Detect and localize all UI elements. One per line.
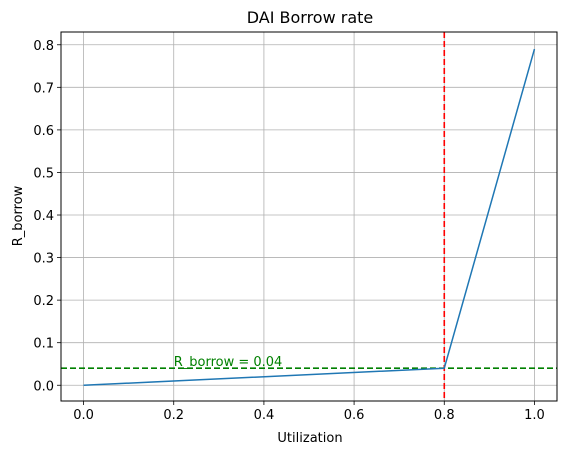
reference-annotation: R_borrow = 0.04 [174,355,283,370]
y-tick-label: 0.7 [33,81,54,96]
x-axis-title: Utilization [277,431,342,446]
y-tick-label: 0.3 [33,252,54,267]
y-tick-label: 0.4 [33,209,54,224]
y-tick-label: 0.8 [33,39,54,54]
y-tick-label: 0.6 [33,124,54,139]
x-tick-label: 0.0 [73,408,94,423]
y-tick-label: 0.1 [33,337,54,352]
series-line [83,48,536,387]
x-tick-label: 1.0 [524,408,545,423]
x-tick-label: 0.2 [163,408,184,423]
y-tick-label: 0.5 [33,166,54,181]
reference-lines [61,32,557,401]
x-tick-label: 0.8 [434,408,455,423]
x-axis: 0.0 0.2 0.4 0.6 0.8 1.0 [73,401,545,423]
y-axis: 0.0 0.1 0.2 0.3 0.4 0.5 0.6 0.7 0.8 [33,39,61,394]
plot-area: R_borrow = 0.04 [60,31,558,402]
x-tick-label: 0.6 [344,408,365,423]
series-layer [83,48,536,387]
chart-title: DAI Borrow rate [247,8,374,27]
annotations: R_borrow = 0.04 [174,355,283,370]
plot-frame [60,31,558,402]
y-axis-title: R_borrow [11,185,26,246]
x-tick-label: 0.4 [254,408,275,423]
y-tick-label: 0.0 [33,379,54,394]
y-tick-label: 0.2 [33,294,54,309]
